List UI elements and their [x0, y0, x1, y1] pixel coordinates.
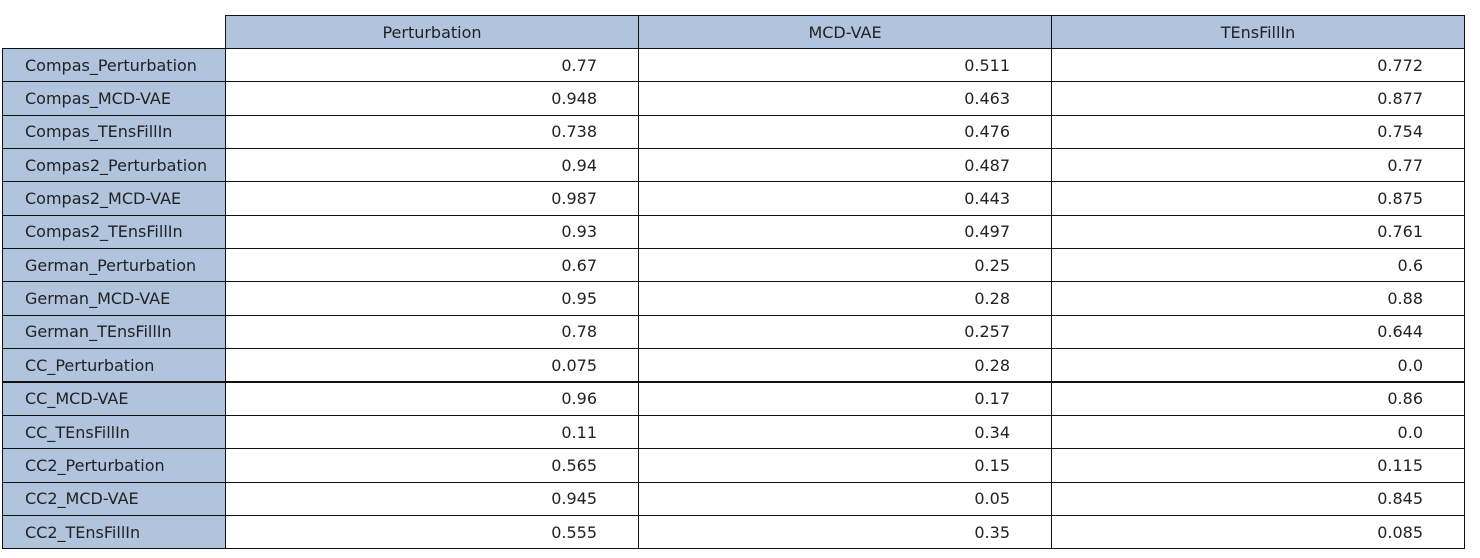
table-cell: 0.77: [225, 48, 639, 83]
table-cell: 0.28: [638, 281, 1052, 316]
row-label: CC_MCD-VAE: [2, 381, 226, 416]
row-label: CC_TEnsFillIn: [2, 414, 226, 450]
table-cell: 0.443: [638, 181, 1052, 216]
table-cell: 0.95: [225, 281, 639, 316]
table-cell: 0.05: [638, 481, 1052, 516]
table-cell: 0.772: [1051, 48, 1465, 83]
row-label: Compas2_Perturbation: [2, 148, 226, 183]
row-label: CC2_TEnsFillIn: [2, 514, 226, 550]
table-cell: 0.487: [638, 148, 1052, 183]
table-cell: 0.86: [1051, 381, 1465, 416]
table-cell: 0.6: [1051, 248, 1465, 283]
table-cell: 0.78: [225, 314, 639, 350]
table-cell: 0.511: [638, 48, 1052, 83]
row-label: German_MCD-VAE: [2, 281, 226, 316]
row-label: CC2_Perturbation: [2, 448, 226, 483]
row-label: Compas2_TEnsFillIn: [2, 214, 226, 250]
table-cell: 0.476: [638, 114, 1052, 150]
table-cell: 0.738: [225, 114, 639, 150]
table-cell: 0.67: [225, 248, 639, 283]
table-cell: 0.77: [1051, 148, 1465, 183]
table-cell: 0.0: [1051, 348, 1465, 383]
table-cell: 0.96: [225, 381, 639, 416]
table-cell: 0.761: [1051, 214, 1465, 250]
table-cell: 0.085: [1051, 514, 1465, 550]
table-cell: 0.115: [1051, 448, 1465, 483]
table-cell: 0.88: [1051, 281, 1465, 316]
row-label: Compas_MCD-VAE: [2, 81, 226, 116]
table-cell: 0.644: [1051, 314, 1465, 350]
table-cell: 0.257: [638, 314, 1052, 350]
row-label: CC_Perturbation: [2, 348, 226, 383]
row-label: Compas2_MCD-VAE: [2, 181, 226, 216]
table-cell: 0.25: [638, 248, 1052, 283]
column-header: TEnsFillIn: [1051, 15, 1465, 49]
table-cell: 0.497: [638, 214, 1052, 250]
table-cell: 0.463: [638, 81, 1052, 116]
table-cell: 0.93: [225, 214, 639, 250]
table-cell: 0.0: [1051, 414, 1465, 450]
table-cell: 0.877: [1051, 81, 1465, 116]
table-cell: 0.845: [1051, 481, 1465, 516]
table-cell: 0.555: [225, 514, 639, 550]
table-cell: 0.565: [225, 448, 639, 483]
row-label: German_Perturbation: [2, 248, 226, 283]
table-cell: 0.11: [225, 414, 639, 450]
table-cell: 0.754: [1051, 114, 1465, 150]
table-cell: 0.945: [225, 481, 639, 516]
table-cell: 0.28: [638, 348, 1052, 383]
table-cell: 0.987: [225, 181, 639, 216]
table-cell: 0.15: [638, 448, 1052, 483]
table-cell: 0.948: [225, 81, 639, 116]
table-cell: 0.35: [638, 514, 1052, 550]
table-cell: 0.17: [638, 381, 1052, 416]
table-cell: 0.875: [1051, 181, 1465, 216]
table-cell: 0.34: [638, 414, 1052, 450]
row-label: Compas_Perturbation: [2, 48, 226, 83]
row-label: CC2_MCD-VAE: [2, 481, 226, 516]
column-header: MCD-VAE: [638, 15, 1052, 49]
table-cell: 0.075: [225, 348, 639, 383]
row-label: German_TEnsFillIn: [2, 314, 226, 350]
table-cell: 0.94: [225, 148, 639, 183]
column-header: Perturbation: [225, 15, 639, 49]
row-label: Compas_TEnsFillIn: [2, 114, 226, 150]
